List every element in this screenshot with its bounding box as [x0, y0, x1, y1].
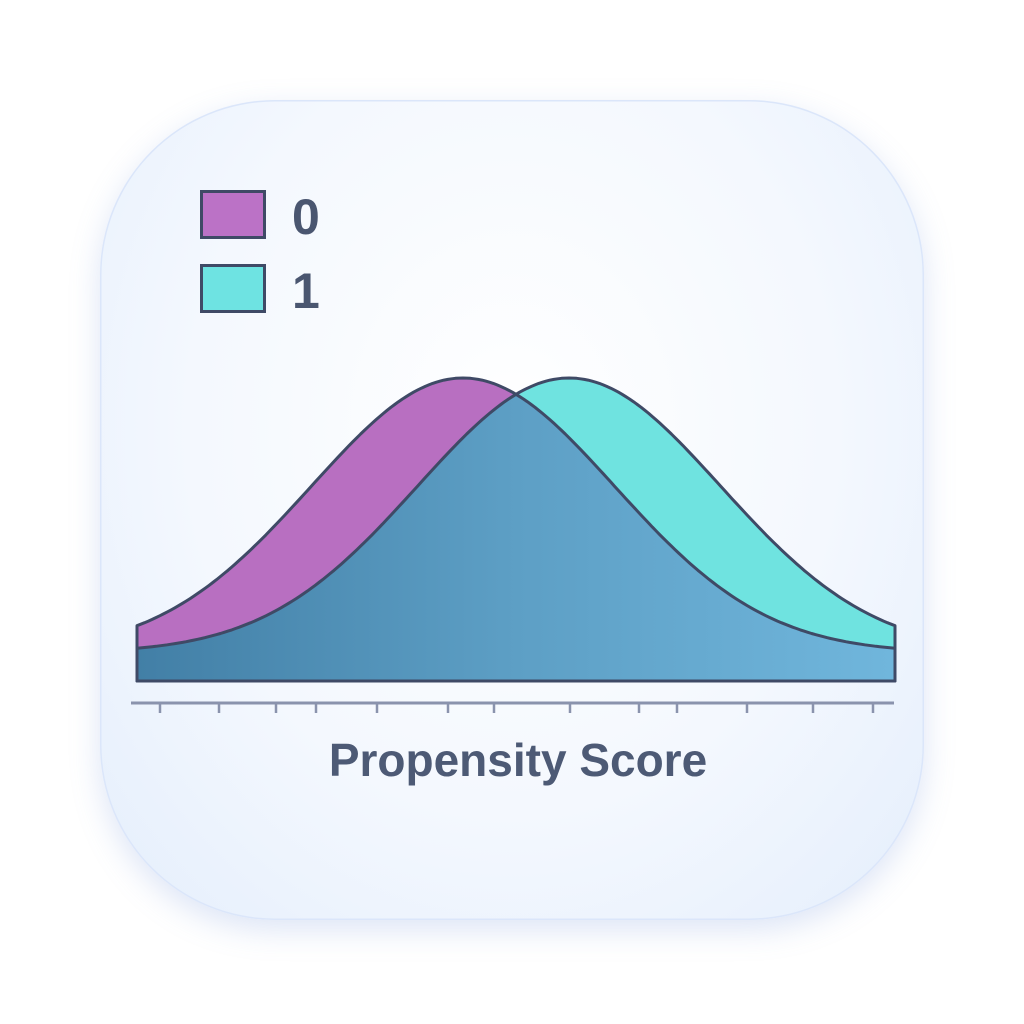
legend-swatch-1	[200, 264, 266, 313]
x-axis-label: Propensity Score	[328, 734, 708, 786]
density-outline-0	[135, 376, 897, 683]
legend-label-1: 1	[292, 263, 320, 319]
overlap-area	[137, 378, 895, 681]
legend-swatch-0	[200, 190, 266, 239]
density-outline-1	[135, 376, 897, 683]
legend-label-0: 0	[292, 189, 320, 245]
